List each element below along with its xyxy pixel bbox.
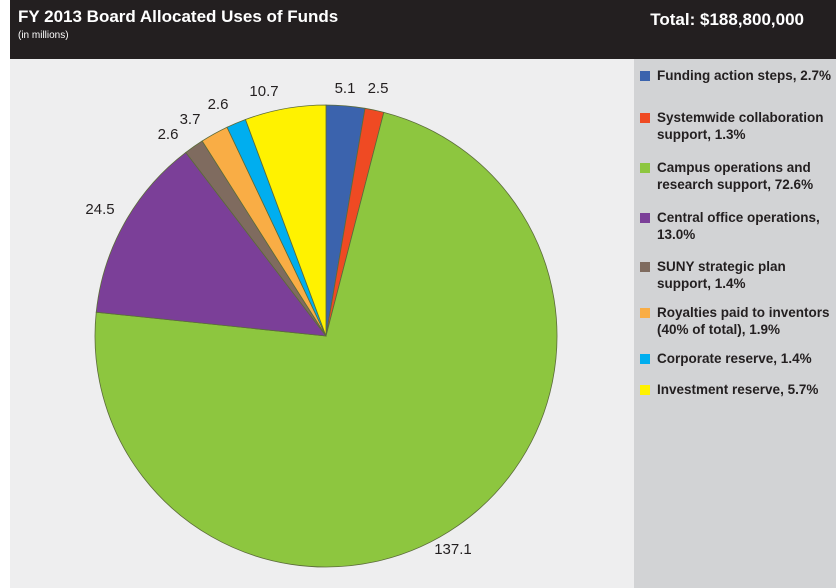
legend-label: Corporate reserve, 1.4% (657, 351, 812, 366)
legend-swatch (640, 354, 650, 364)
slice-value-label: 24.5 (85, 201, 114, 218)
legend-label: Systemwide collaboration support, 1.3% (657, 110, 824, 142)
chart-title: FY 2013 Board Allocated Uses of Funds (18, 7, 339, 26)
chart-subtitle: (in millions) (18, 30, 69, 41)
legend-label: Central office operations, 13.0% (657, 210, 820, 242)
legend-panel (634, 59, 836, 588)
legend-swatch (640, 71, 650, 81)
slice-value-label: 137.1 (434, 541, 472, 558)
slice-value-label: 2.6 (158, 126, 179, 143)
pie-slice (94, 111, 558, 568)
pie-slice (95, 151, 327, 337)
legend-label: Royalties paid to inventors (40% of tota… (657, 305, 830, 337)
legend-label: Campus operations and research support, … (657, 160, 814, 192)
legend-label: Investment reserve, 5.7% (657, 382, 819, 397)
legend-swatch (640, 308, 650, 318)
legend-swatch (640, 385, 650, 395)
slice-value-label: 2.5 (368, 80, 389, 97)
chart-header: FY 2013 Board Allocated Uses of Funds (i… (10, 0, 836, 59)
legend-swatch (640, 213, 650, 223)
total-amount: Total: $188,800,000 (650, 10, 804, 29)
legend-swatch (640, 163, 650, 173)
legend-swatch (640, 113, 650, 123)
slice-value-label: 5.1 (335, 80, 356, 97)
pie-slice (244, 104, 327, 337)
slice-value-label: 2.6 (208, 96, 229, 113)
legend-label: Funding action steps, 2.7% (657, 68, 832, 83)
slice-value-label: 3.7 (180, 111, 201, 128)
slice-value-label: 10.7 (249, 83, 278, 100)
legend-label: SUNY strategic plan support, 1.4% (657, 259, 786, 291)
legend-swatch (640, 262, 650, 272)
